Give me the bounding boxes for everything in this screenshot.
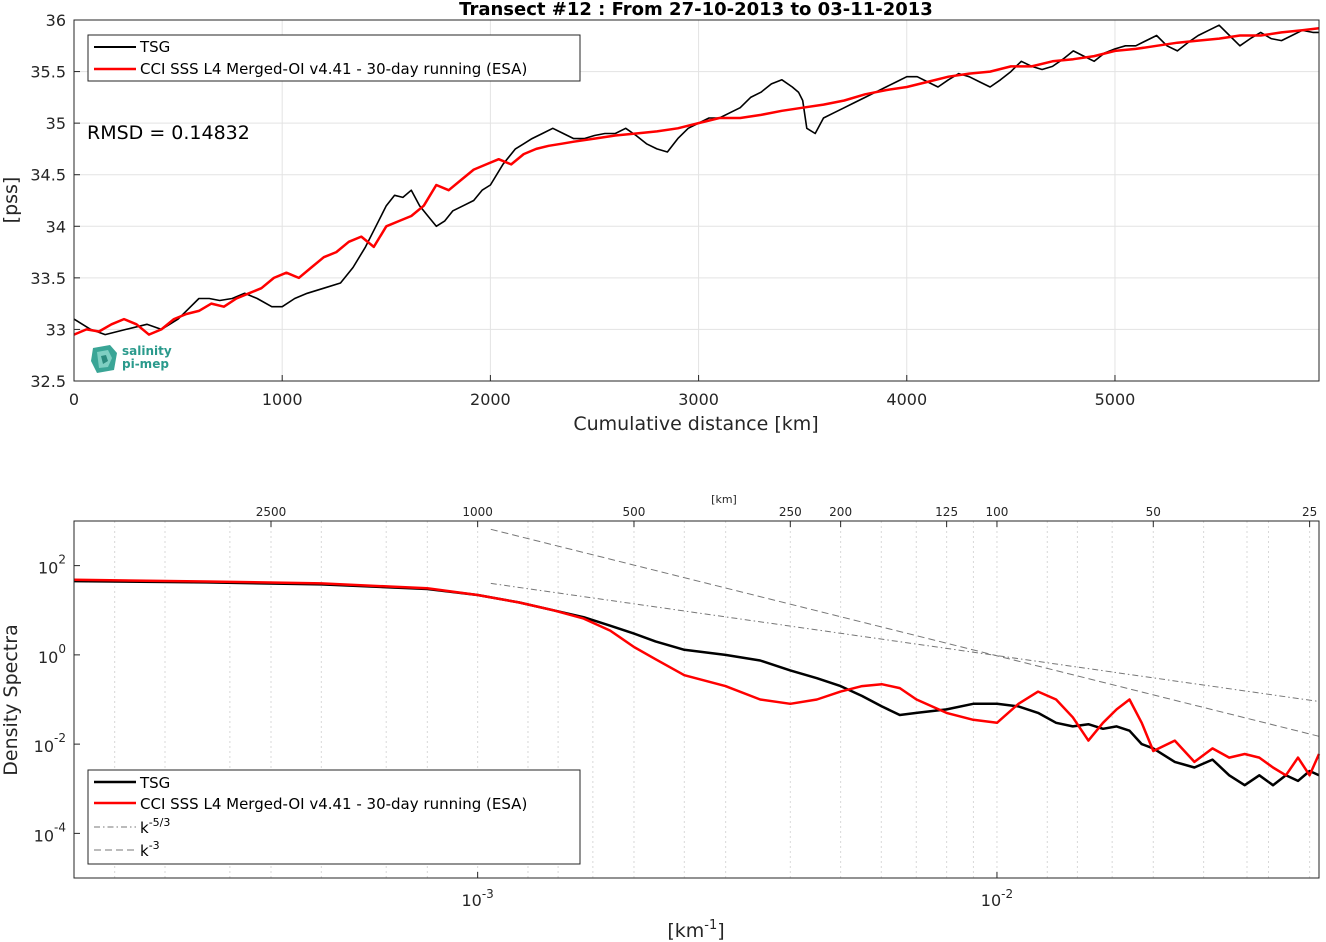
top-x-axis-label: Cumulative distance [km] [573, 413, 818, 435]
bottom-y-axis-label: Density Spectra [0, 624, 22, 775]
bottom-series-line-tsg [73, 579, 1320, 787]
bottom-y-tick-label: 10-4 [34, 820, 66, 845]
top-legend: TSG CCI SSS L4 Merged-OI v4.41 - 30-day … [87, 34, 581, 82]
top-axis-tick-label: 500 [623, 505, 646, 519]
top-axis-tick-label: 2500 [256, 505, 287, 519]
top-y-tick-label: 34.5 [30, 166, 66, 185]
salinity-pi-mep-logo: salinity pi-mep [91, 344, 172, 373]
bottom-series-line-cci [73, 578, 1321, 777]
top-axis-tick-label: 125 [935, 505, 958, 519]
bottom-plot-frame [73, 520, 1320, 879]
top-axis-tick-label: 100 [986, 505, 1009, 519]
legend-label-tsg-spectra: TSG [139, 774, 170, 792]
top-x-tick-label: 1000 [262, 390, 303, 409]
top-x-tick-label: 2000 [470, 390, 511, 409]
bottom-y-tick-label: 100 [38, 642, 66, 667]
top-x-tick-label: 4000 [886, 390, 927, 409]
logo-line1: salinity [122, 344, 172, 358]
top-axis-tick-label: 50 [1146, 505, 1161, 519]
bottom-x-tick-label: 10-3 [461, 887, 493, 910]
legend-label-cci: CCI SSS L4 Merged-OI v4.41 - 30-day runn… [140, 60, 527, 78]
legend-label-cci-spectra: CCI SSS L4 Merged-OI v4.41 - 30-day runn… [140, 795, 527, 813]
top-axis-tick-label: 1000 [462, 505, 493, 519]
top-plot-frame [73, 19, 1320, 382]
top-y-tick-label: 33 [46, 320, 66, 339]
top-x-tick-label: 3000 [678, 390, 719, 409]
top-y-tick-label: 34 [46, 217, 66, 236]
legend-label-tsg: TSG [139, 38, 170, 56]
top-axis-tick-label: 250 [779, 505, 802, 519]
top-y-tick-label: 33.5 [30, 269, 66, 288]
bottom-x-tick-label: 10-2 [981, 887, 1013, 910]
top-y-tick-label: 32.5 [30, 372, 66, 391]
logo-line2: pi-mep [122, 357, 169, 371]
bottom-x-axis-label: [km-1] [667, 918, 724, 942]
bottom-y-tick-label: 102 [38, 553, 66, 578]
bottom-panel: 2500 1000 500 250 200 125 100 50 25 10-3 10-2 102 10… [0, 493, 1321, 942]
top-series-line-cci [73, 27, 1320, 336]
top-y-axis-label: [pss] [0, 177, 22, 224]
top-axis-tick-label: 25 [1302, 505, 1317, 519]
bottom-reference-line-k53 [490, 582, 1320, 702]
top-y-tick-label: 35 [46, 114, 66, 133]
top-y-tick-label: 36 [46, 11, 66, 30]
top-axis-unit-label: [km] [711, 493, 737, 506]
top-series-line-tsg [73, 24, 1319, 336]
bottom-y-tick-label: 10-2 [34, 731, 66, 756]
bottom-legend: TSG CCI SSS L4 Merged-OI v4.41 - 30-day … [87, 769, 581, 865]
legend-label-k53: k-5/3 [140, 816, 170, 837]
top-axis-tick-label: 200 [829, 505, 852, 519]
top-x-tick-label: 0 [69, 390, 79, 409]
top-x-tick-label: 5000 [1095, 390, 1136, 409]
top-y-tick-label: 35.5 [30, 63, 66, 82]
top-panel: 0 1000 2000 3000 4000 5000 32.5 33 33.5 34 34.5 35 3… [0, 0, 1320, 435]
rmsd-annotation: RMSD = 0.14832 [87, 122, 250, 144]
legend-label-k3: k-3 [140, 839, 160, 860]
top-chart-title: Transect #12 : From 27-10-2013 to 03-11-… [459, 0, 933, 20]
